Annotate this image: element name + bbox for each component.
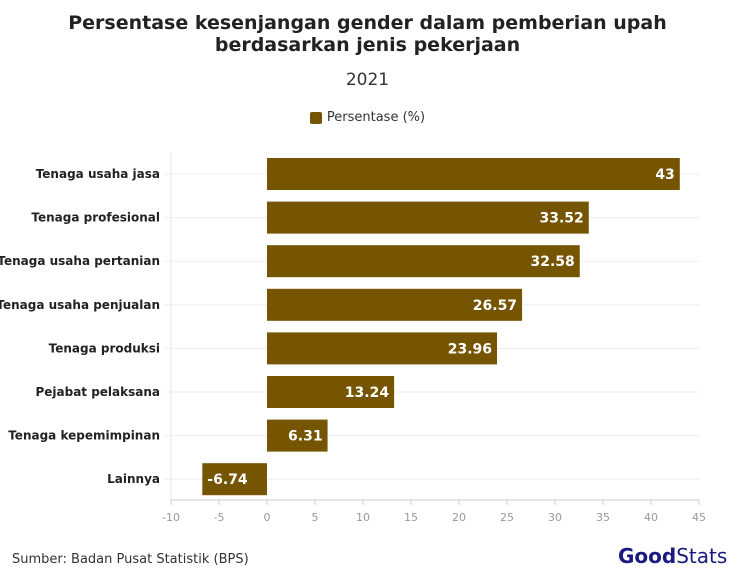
chart-subtitle: 2021: [345, 70, 390, 90]
category-label: Pejabat pelaksana: [35, 385, 160, 399]
data-label: 32.58: [530, 254, 574, 270]
data-label: 43: [655, 167, 674, 183]
legend-label: Persentase (%): [326, 110, 426, 125]
x-tick-label: 10: [356, 511, 370, 524]
bar[interactable]: [267, 288, 523, 321]
category-label: Tenaga usaha penjualan: [0, 298, 160, 312]
category-label: Lainnya: [107, 472, 160, 486]
source-note: Sumber: Badan Pusat Statistik (BPS): [12, 552, 249, 567]
x-tick-label: 20: [452, 511, 466, 524]
x-tick-label: -5: [214, 511, 225, 524]
data-label: 33.52: [539, 211, 583, 227]
data-label: 26.57: [473, 298, 517, 314]
bar[interactable]: [267, 376, 395, 408]
data-label: 13.24: [345, 385, 390, 401]
x-tick-label: 0: [264, 511, 271, 524]
x-tick-label: 40: [644, 511, 658, 524]
x-tick-label: 25: [500, 511, 514, 524]
data-label: 23.96: [448, 341, 492, 357]
x-tick-label: 45: [692, 511, 706, 524]
category-label: Tenaga produksi: [49, 341, 160, 355]
chart-title: Persentase kesenjangan gender dalam pemb…: [68, 12, 667, 56]
legend-swatch: [309, 111, 322, 124]
bar[interactable]: [267, 332, 498, 365]
bar[interactable]: [267, 245, 580, 278]
data-label: -6.74: [207, 472, 248, 488]
category-label: Tenaga kepemimpinan: [8, 429, 160, 443]
category-label: Tenaga usaha jasa: [36, 167, 160, 181]
x-tick-label: 35: [596, 511, 610, 524]
goodstats-logo: GoodStats: [618, 544, 728, 568]
category-label: Tenaga usaha pertanian: [0, 254, 160, 268]
category-label: Tenaga profesional: [31, 211, 160, 225]
x-tick-label: -10: [162, 511, 180, 524]
x-tick-label: 30: [548, 511, 562, 524]
data-label: 6.31: [288, 429, 323, 445]
bar[interactable]: [267, 201, 589, 234]
bar[interactable]: [202, 463, 267, 496]
bar[interactable]: [267, 158, 680, 190]
legend[interactable]: Persentase (%): [0, 110, 735, 125]
x-tick-label: 5: [312, 511, 319, 524]
x-tick-label: 15: [404, 511, 418, 524]
bar[interactable]: [267, 419, 328, 452]
